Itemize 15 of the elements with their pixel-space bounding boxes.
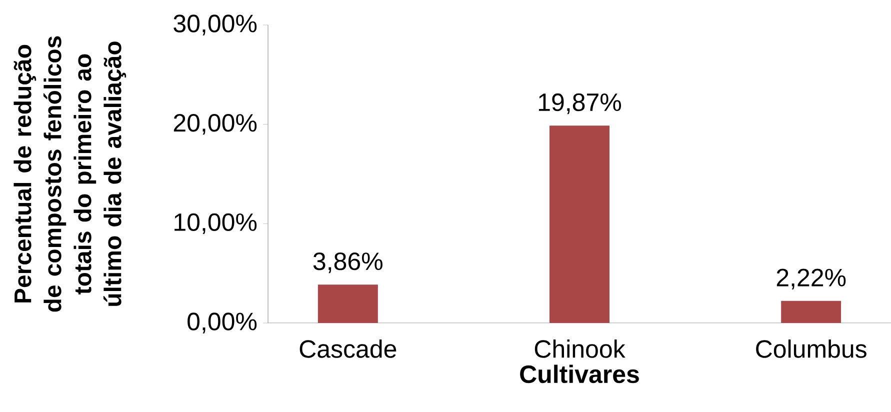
y-tick-label: 0,00% xyxy=(188,312,257,334)
bar xyxy=(781,300,842,323)
y-tick-label: 20,00% xyxy=(174,114,257,135)
data-label: 19,87% xyxy=(539,93,621,114)
bar xyxy=(550,126,610,323)
y-tick-label: 10,00% xyxy=(174,213,257,234)
data-label: 3,86% xyxy=(313,252,382,274)
x-tick-label: Chinook xyxy=(534,340,626,358)
data-label: 2,22% xyxy=(776,268,846,290)
x-tick-label: Columbus xyxy=(756,340,866,358)
y-axis-title: Percentual de redução de compostos fenólicos totais do primeiro ao último dia de avaliação xyxy=(14,36,126,312)
bar xyxy=(318,284,378,323)
x-tick-label: Cascade xyxy=(300,340,396,358)
y-tick-label: 30,00% xyxy=(174,14,257,36)
x-axis-title: Cultivares xyxy=(520,364,639,384)
